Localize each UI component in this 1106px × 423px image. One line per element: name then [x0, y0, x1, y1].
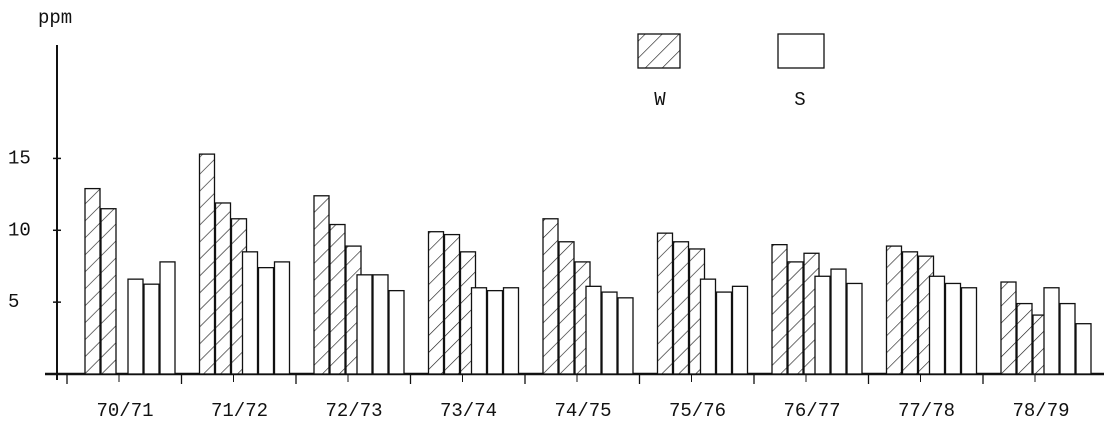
bar: [84, 187, 101, 375]
bar: [542, 218, 559, 375]
bar: [558, 241, 575, 375]
bar: [928, 275, 946, 375]
bar: [960, 287, 978, 375]
bar: [241, 251, 259, 375]
bar: [427, 231, 445, 375]
legend-swatch: [777, 33, 825, 69]
bar: [1075, 323, 1092, 375]
bar: [715, 291, 733, 375]
y-tick-label: 15: [8, 147, 31, 169]
bar: [830, 268, 847, 375]
bar: [672, 241, 690, 375]
x-tick-label: 72/73: [325, 400, 382, 422]
x-tick-label: 76/77: [783, 400, 840, 422]
legend-label: S: [794, 89, 805, 111]
x-tick-label: 70/71: [96, 400, 153, 422]
bar: [372, 274, 389, 375]
bar: [617, 297, 634, 375]
legend-swatch: [637, 33, 681, 69]
bar: [1059, 302, 1076, 375]
bar: [1016, 302, 1033, 375]
bar: [470, 287, 488, 375]
bar: [601, 291, 618, 375]
x-tick-label: 74/75: [554, 400, 611, 422]
x-tick-label: 71/72: [211, 400, 268, 422]
bar: [127, 278, 144, 375]
bar: [100, 208, 117, 375]
bar: [585, 285, 602, 375]
bar: [731, 285, 749, 375]
x-tick-label: 73/74: [440, 400, 497, 422]
x-tick-label: 75/76: [669, 400, 726, 422]
legend-label: W: [654, 89, 666, 111]
bar: [313, 195, 330, 375]
bar: [388, 289, 405, 375]
bar: [814, 275, 831, 375]
bar: [443, 233, 461, 375]
bar: [699, 278, 717, 375]
bar: [944, 282, 962, 375]
x-tick-label: 77/78: [898, 400, 955, 422]
bar: [885, 245, 903, 375]
bar: [143, 283, 160, 375]
bar: [656, 232, 674, 375]
bar: [356, 274, 373, 375]
bar: [159, 261, 176, 375]
bar: [257, 266, 275, 375]
bar: [198, 153, 216, 375]
bar: [771, 244, 788, 375]
bar: [787, 261, 804, 375]
bar: [846, 282, 863, 375]
bar: [1043, 287, 1060, 375]
y-tick-label: 10: [8, 219, 31, 241]
x-tick-label: 78/79: [1012, 400, 1069, 422]
y-tick-label: 5: [8, 291, 19, 313]
bar: [901, 251, 919, 375]
bar: [273, 261, 291, 375]
bar: [502, 287, 520, 375]
bar: [1000, 281, 1017, 375]
y-axis-label: ppm: [38, 7, 72, 29]
bar: [486, 289, 504, 375]
bar: [329, 223, 346, 375]
bar: [214, 202, 232, 375]
